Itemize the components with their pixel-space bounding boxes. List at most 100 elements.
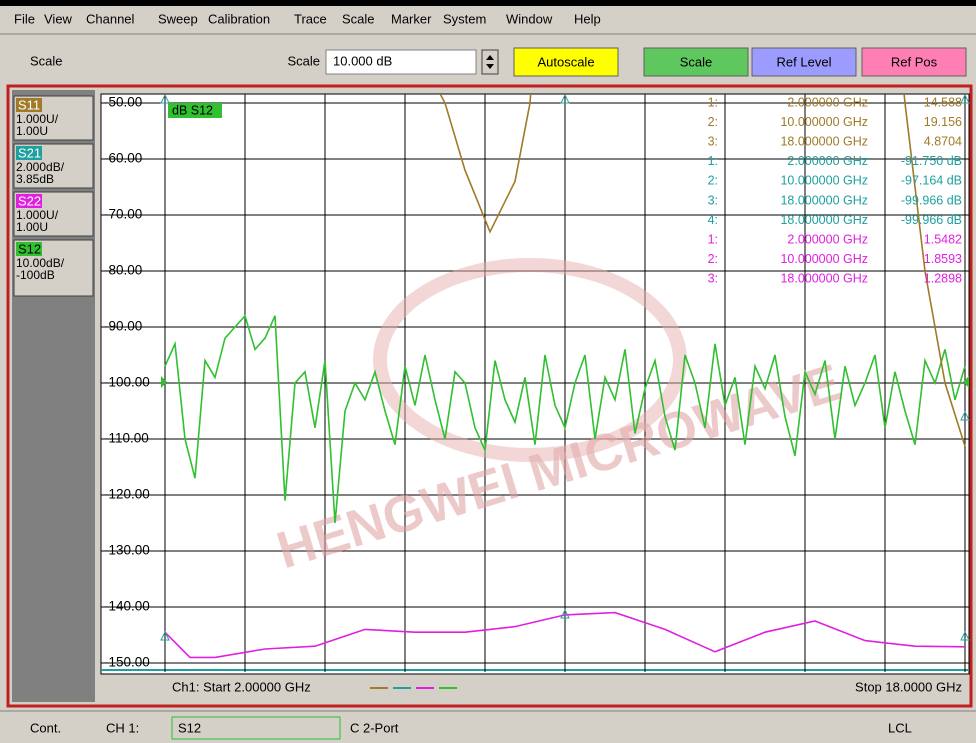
- marker-num: 4:: [708, 213, 718, 227]
- menu-item[interactable]: Marker: [391, 11, 432, 26]
- trace-line: [439, 94, 966, 447]
- marker-num: 2:: [708, 115, 718, 129]
- marker-flag: [160, 93, 170, 104]
- status-remote: LCL: [888, 720, 912, 735]
- spinner-arrows: [486, 55, 494, 69]
- menu-item[interactable]: Sweep: [158, 11, 198, 26]
- trace-tag: [16, 146, 42, 160]
- marker-value: -99.966 dB: [901, 193, 962, 207]
- status-trace-box: [171, 716, 341, 740]
- trace-scale: 2.000dB/: [16, 160, 65, 174]
- y-tick-label: -110.00: [104, 431, 149, 446]
- field-label: Scale: [287, 53, 320, 68]
- toolbar-button-label[interactable]: Scale: [680, 54, 713, 69]
- start-freq: Ch1: Start 2.00000 GHz: [172, 679, 311, 694]
- toolbar-button[interactable]: [861, 47, 967, 77]
- y-tick-label: -60.00: [104, 151, 142, 166]
- status-cal: C 2-Port: [350, 720, 399, 735]
- marker-flag: [960, 93, 970, 104]
- stop-freq: Stop 18.0000 GHz: [855, 679, 962, 694]
- trace-name[interactable]: S11: [18, 97, 40, 112]
- marker-flag: [560, 93, 570, 104]
- y-tick-label: -140.00: [104, 599, 150, 614]
- toolbar-button-label[interactable]: Ref Level: [777, 54, 832, 69]
- marker-num: 3:: [708, 134, 718, 148]
- y-tick-label: -150.00: [104, 655, 150, 670]
- marker-freq: 18.000000 GHz: [780, 272, 868, 286]
- ref-arrow-right: [963, 376, 969, 388]
- marker-freq: 10.000000 GHz: [780, 252, 868, 266]
- marker-num: 2:: [708, 174, 718, 188]
- trace-line: [164, 611, 966, 659]
- menu-item[interactable]: View: [44, 11, 73, 26]
- toolbar-button-label[interactable]: Autoscale: [537, 54, 594, 69]
- marker-value: 4.8704: [924, 134, 962, 148]
- menu-item[interactable]: Window: [506, 11, 553, 26]
- marker-freq: 10.000000 GHz: [780, 174, 868, 188]
- marker-num: 1:: [708, 232, 718, 246]
- toolbar-button[interactable]: [513, 47, 619, 77]
- marker-freq: 2.000000 GHz: [787, 232, 868, 246]
- marker-value: 19.156: [924, 115, 962, 129]
- trace-tag: [16, 242, 42, 256]
- status-mode: Cont.: [30, 720, 61, 735]
- trace-line: [164, 314, 966, 524]
- trace-name[interactable]: S22: [18, 193, 41, 208]
- marker-flag: [160, 630, 170, 641]
- marker-freq: 2.000000 GHz: [787, 154, 868, 168]
- toolbar-button[interactable]: [751, 47, 857, 77]
- marker-value: 1.2898: [924, 272, 962, 286]
- marker-value: -91.750 dB: [901, 154, 962, 168]
- menu-item[interactable]: Trace: [294, 11, 327, 26]
- menu-item[interactable]: Help: [574, 11, 601, 26]
- scale-field-value[interactable]: 10.000 dB: [333, 53, 392, 68]
- menu-item[interactable]: Calibration: [208, 11, 270, 26]
- scale-field[interactable]: [325, 49, 477, 75]
- status-channel: CH 1:: [106, 720, 139, 735]
- marker-value: 1.8593: [924, 252, 962, 266]
- y-tick-label: -70.00: [104, 207, 142, 222]
- menu-item[interactable]: Scale: [342, 11, 375, 26]
- active-trace-tag: [168, 103, 222, 118]
- y-tick-label: -80.00: [104, 263, 142, 278]
- spinner[interactable]: [481, 49, 499, 75]
- menu-item[interactable]: Channel: [86, 11, 135, 26]
- marker-num: 1:: [708, 95, 718, 109]
- toolbar-label: Scale: [30, 53, 63, 68]
- trace-tag: [16, 98, 42, 112]
- status-trace: S12: [178, 720, 201, 735]
- marker-flag: [960, 410, 970, 421]
- watermark-logo: [373, 258, 687, 462]
- y-tick-label: -130.00: [104, 543, 150, 558]
- trace-ref: -100dB: [16, 268, 55, 282]
- ref-arrow-left: [161, 376, 167, 388]
- menu-item[interactable]: System: [443, 11, 486, 26]
- y-tick-label: -50.00: [104, 95, 142, 110]
- marker-num: 2:: [708, 252, 718, 266]
- trace-tag: [16, 194, 42, 208]
- top-border: [0, 0, 976, 6]
- marker-value: 1.5482: [924, 232, 962, 246]
- marker-value: 14.588: [924, 95, 962, 109]
- marker-flag: [560, 608, 570, 619]
- y-tick-label: -120.00: [104, 487, 150, 502]
- marker-freq: 18.000000 GHz: [780, 213, 868, 227]
- trace-ref: 1.00U: [16, 220, 48, 234]
- marker-value: -97.164 dB: [901, 174, 962, 188]
- marker-num: 3:: [708, 193, 718, 207]
- marker-freq: 10.000000 GHz: [780, 115, 868, 129]
- trace-ref: 3.85dB: [16, 172, 54, 186]
- menu-item[interactable]: File: [14, 11, 35, 26]
- trace-ref: 1.00U: [16, 124, 48, 138]
- trace-name[interactable]: S12: [18, 241, 41, 256]
- marker-num: 1:: [708, 154, 718, 168]
- trace-scale: 10.00dB/: [16, 256, 65, 270]
- toolbar-button-label[interactable]: Ref Pos: [891, 54, 938, 69]
- toolbar-button[interactable]: [643, 47, 749, 77]
- trace-scale: 1.000U/: [16, 208, 59, 222]
- trace-name[interactable]: S21: [18, 145, 41, 160]
- active-trace-label: dB S12: [172, 103, 213, 117]
- marker-freq: 18.000000 GHz: [780, 134, 868, 148]
- marker-freq: 18.000000 GHz: [780, 193, 868, 207]
- y-tick-label: -90.00: [104, 319, 142, 334]
